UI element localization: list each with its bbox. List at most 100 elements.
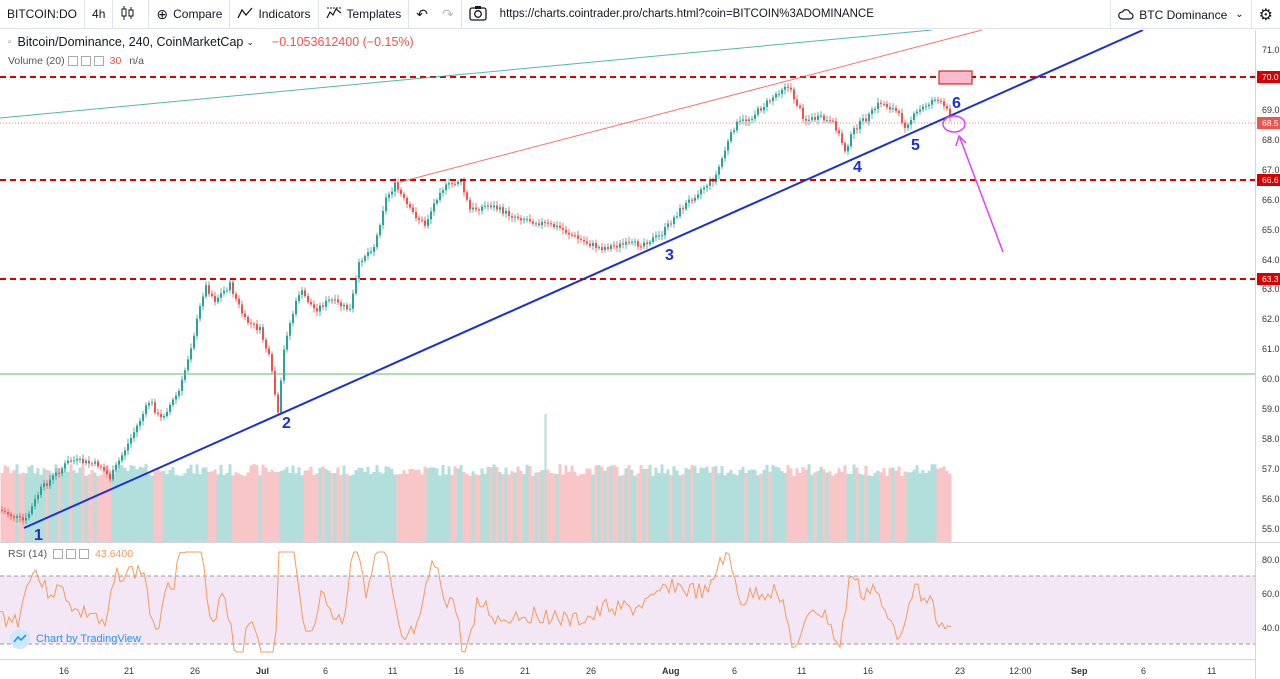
btc-dominance-selector[interactable]: BTC Dominance ⌄	[1110, 0, 1252, 29]
rsi-line	[0, 551, 952, 653]
compare-button[interactable]: ⊕ Compare	[149, 0, 231, 29]
candle-body	[907, 124, 909, 128]
price-tick: 62.0	[1262, 314, 1280, 324]
time-tick: 21	[520, 666, 530, 676]
rsi-axis[interactable]: 80.0 60.0 40.0	[1262, 555, 1280, 633]
candle-body	[235, 293, 237, 299]
volume-bar	[168, 469, 172, 542]
candle-body	[898, 111, 900, 114]
price-chart[interactable]: 1 2 3 4 5 6 71.0 69.0 68.0 67.0 66.0 65.…	[0, 30, 1280, 679]
price-axis[interactable]: 71.0 69.0 68.0 67.0 66.0 65.0 64.0 63.0 …	[1257, 45, 1280, 534]
volume-bar	[939, 467, 943, 542]
volume-bar	[618, 475, 622, 542]
volume-bar	[249, 465, 253, 542]
volume-spike	[544, 414, 547, 542]
volume-bar	[675, 470, 679, 542]
blue-trend-line[interactable]	[23, 30, 1144, 529]
volume-bar	[927, 470, 931, 542]
candle-body	[196, 318, 198, 336]
candle-body	[490, 205, 492, 208]
symbol-search[interactable]: BITCOIN:DO	[0, 0, 86, 29]
volume-bar	[819, 466, 823, 542]
annotation-arrow[interactable]	[959, 137, 1004, 253]
volume-bar	[3, 465, 7, 542]
time-tick: Sep	[1071, 666, 1088, 676]
snapshot-button[interactable]	[462, 0, 494, 29]
volume-bar	[915, 465, 919, 542]
volume-bar	[273, 471, 277, 542]
chart-type-button[interactable]	[113, 0, 150, 29]
candle-body	[307, 296, 309, 303]
volume-bar	[945, 470, 949, 542]
plus-circle-icon: ⊕	[156, 6, 169, 22]
candle-body	[211, 293, 213, 296]
volume-bar	[576, 475, 580, 542]
price-tick: 67.0	[1262, 165, 1280, 175]
volume-bar	[120, 465, 124, 542]
candle-body	[10, 514, 12, 517]
close-mini-icon[interactable]	[79, 549, 90, 559]
volume-bar	[663, 473, 667, 542]
settings-mini-icon[interactable]	[80, 56, 91, 66]
eye-icon[interactable]	[67, 56, 78, 66]
volume-bar	[432, 467, 436, 542]
volume-bar	[315, 473, 319, 542]
candle-body	[49, 479, 51, 486]
volume-bar	[420, 474, 424, 542]
volume-bar	[507, 474, 511, 542]
candle-body	[475, 207, 477, 210]
candle-body	[292, 314, 294, 324]
interval-button[interactable]: 4h	[85, 0, 114, 29]
candle-body	[142, 414, 144, 421]
volume-bar	[195, 464, 199, 542]
templates-button[interactable]: Templates	[319, 0, 410, 29]
undo-button[interactable]: ↶	[409, 0, 435, 29]
volume-legend[interactable]: Volume (20) 30 n/a	[8, 55, 144, 67]
volume-bar	[657, 472, 661, 542]
time-tick: Aug	[662, 666, 680, 676]
time-axis[interactable]: 16 21 26 Jul 6 11 16 21 26 Aug 6 11 16 2…	[59, 666, 1216, 676]
close-mini-icon[interactable]	[93, 56, 104, 66]
volume-bar	[825, 472, 829, 542]
settings-button[interactable]: ⚙	[1252, 0, 1280, 29]
volume-bar	[261, 464, 265, 542]
volume-bar	[345, 473, 349, 542]
volume-bar	[240, 474, 244, 542]
volume-bar	[12, 470, 16, 542]
volume-bar	[660, 464, 664, 542]
candle-body	[334, 299, 336, 301]
teal-trend-line[interactable]	[0, 30, 933, 119]
redo-button[interactable]: ↷	[435, 0, 462, 29]
tradingview-branding[interactable]: Chart by TradingView	[10, 629, 141, 649]
volume-bar	[372, 471, 376, 542]
volume-bar	[570, 465, 574, 542]
volume-bar	[591, 474, 595, 542]
collapse-chevron-icon[interactable]: ▫	[8, 36, 12, 48]
candle-body	[415, 211, 417, 219]
price-tick: 65.0	[1262, 225, 1280, 235]
red-channel-line[interactable]	[399, 30, 983, 183]
main-legend[interactable]: ▫ Bitcoin/Dominance, 240, CoinMarketCap …	[8, 35, 414, 49]
candle-body	[913, 113, 915, 120]
volume-bar	[933, 464, 937, 542]
volume-bar	[783, 473, 787, 542]
candle-body	[508, 210, 510, 217]
candle-body	[775, 93, 777, 98]
candle-body	[742, 119, 744, 121]
volume-bar	[252, 464, 256, 542]
volume-bar	[885, 475, 889, 542]
indicators-button[interactable]: Indicators	[230, 0, 319, 29]
volume-bar	[870, 475, 874, 542]
volume-bar	[816, 470, 820, 542]
url-display[interactable]: https://charts.cointrader.pro/charts.htm…	[494, 3, 880, 25]
candle-body	[169, 404, 171, 412]
chevron-down-icon[interactable]: ⌄	[246, 36, 254, 47]
volume-bar	[714, 466, 718, 542]
rsi-legend[interactable]: RSI (14) 43.6400	[8, 548, 133, 560]
highlight-box[interactable]	[938, 70, 973, 85]
candle-body	[232, 282, 234, 294]
annotation-ellipse[interactable]	[942, 115, 966, 133]
eye-icon[interactable]	[53, 549, 64, 559]
settings-mini-icon[interactable]	[66, 549, 77, 559]
candle-body	[682, 207, 684, 209]
